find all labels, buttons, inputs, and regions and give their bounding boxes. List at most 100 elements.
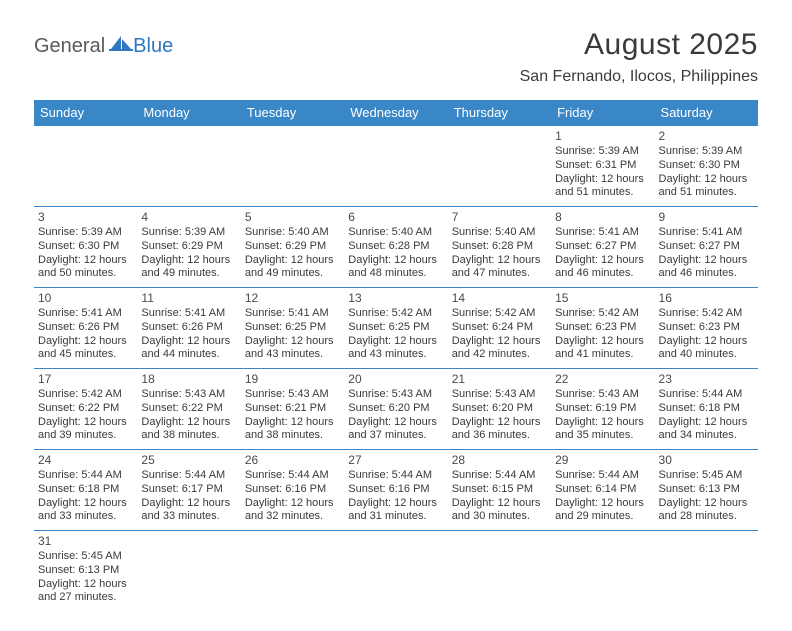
- sunset-line: Sunset: 6:14 PM: [555, 483, 650, 497]
- daylight-line: Daylight: 12 hours and 51 minutes.: [659, 173, 754, 201]
- day-number: 9: [659, 210, 754, 225]
- sunset-line: Sunset: 6:29 PM: [245, 240, 340, 254]
- sunrise-line: Sunrise: 5:45 AM: [659, 469, 754, 483]
- sunset-line: Sunset: 6:31 PM: [555, 159, 650, 173]
- day-cell: [344, 126, 447, 207]
- sunrise-line: Sunrise: 5:44 AM: [659, 388, 754, 402]
- day-cell: 8Sunrise: 5:41 AMSunset: 6:27 PMDaylight…: [551, 207, 654, 288]
- sunrise-line: Sunrise: 5:43 AM: [452, 388, 547, 402]
- daylight-line: Daylight: 12 hours and 41 minutes.: [555, 335, 650, 363]
- daylight-line: Daylight: 12 hours and 38 minutes.: [141, 416, 236, 444]
- day-number: 18: [141, 372, 236, 387]
- day-number: 15: [555, 291, 650, 306]
- sunrise-line: Sunrise: 5:42 AM: [38, 388, 133, 402]
- sunset-line: Sunset: 6:15 PM: [452, 483, 547, 497]
- day-number: 28: [452, 453, 547, 468]
- sunset-line: Sunset: 6:28 PM: [348, 240, 443, 254]
- logo-text-blue: Blue: [133, 35, 173, 58]
- day-number: 20: [348, 372, 443, 387]
- sunrise-line: Sunrise: 5:43 AM: [348, 388, 443, 402]
- day-cell: 4Sunrise: 5:39 AMSunset: 6:29 PMDaylight…: [137, 207, 240, 288]
- sunrise-line: Sunrise: 5:43 AM: [141, 388, 236, 402]
- day-cell: 29Sunrise: 5:44 AMSunset: 6:14 PMDayligh…: [551, 450, 654, 531]
- sunset-line: Sunset: 6:22 PM: [38, 402, 133, 416]
- day-number: 11: [141, 291, 236, 306]
- location: San Fernando, Ilocos, Philippines: [520, 68, 758, 86]
- sunset-line: Sunset: 6:27 PM: [555, 240, 650, 254]
- sunrise-line: Sunrise: 5:42 AM: [348, 307, 443, 321]
- day-cell: 26Sunrise: 5:44 AMSunset: 6:16 PMDayligh…: [241, 450, 344, 531]
- day-cell: 30Sunrise: 5:45 AMSunset: 6:13 PMDayligh…: [655, 450, 758, 531]
- day-number: 2: [659, 129, 754, 144]
- day-cell: [551, 531, 654, 612]
- sunrise-line: Sunrise: 5:43 AM: [555, 388, 650, 402]
- day-cell: 3Sunrise: 5:39 AMSunset: 6:30 PMDaylight…: [34, 207, 137, 288]
- sunset-line: Sunset: 6:26 PM: [38, 321, 133, 335]
- week-row: 17Sunrise: 5:42 AMSunset: 6:22 PMDayligh…: [34, 369, 758, 450]
- daylight-line: Daylight: 12 hours and 51 minutes.: [555, 173, 650, 201]
- day-cell: 22Sunrise: 5:43 AMSunset: 6:19 PMDayligh…: [551, 369, 654, 450]
- sunrise-line: Sunrise: 5:41 AM: [141, 307, 236, 321]
- daylight-line: Daylight: 12 hours and 49 minutes.: [245, 254, 340, 282]
- day-cell: [448, 126, 551, 207]
- day-cell: 9Sunrise: 5:41 AMSunset: 6:27 PMDaylight…: [655, 207, 758, 288]
- day-number: 26: [245, 453, 340, 468]
- day-cell: 21Sunrise: 5:43 AMSunset: 6:20 PMDayligh…: [448, 369, 551, 450]
- daylight-line: Daylight: 12 hours and 44 minutes.: [141, 335, 236, 363]
- week-row: 10Sunrise: 5:41 AMSunset: 6:26 PMDayligh…: [34, 288, 758, 369]
- day-cell: 18Sunrise: 5:43 AMSunset: 6:22 PMDayligh…: [137, 369, 240, 450]
- day-cell: 10Sunrise: 5:41 AMSunset: 6:26 PMDayligh…: [34, 288, 137, 369]
- weekday-header: Wednesday: [344, 100, 447, 126]
- day-cell: 11Sunrise: 5:41 AMSunset: 6:26 PMDayligh…: [137, 288, 240, 369]
- sunset-line: Sunset: 6:22 PM: [141, 402, 236, 416]
- sunset-line: Sunset: 6:18 PM: [38, 483, 133, 497]
- day-cell: 16Sunrise: 5:42 AMSunset: 6:23 PMDayligh…: [655, 288, 758, 369]
- week-row: 24Sunrise: 5:44 AMSunset: 6:18 PMDayligh…: [34, 450, 758, 531]
- logo-text-general: General: [34, 35, 105, 58]
- day-number: 27: [348, 453, 443, 468]
- day-cell: 5Sunrise: 5:40 AMSunset: 6:29 PMDaylight…: [241, 207, 344, 288]
- sunrise-line: Sunrise: 5:40 AM: [348, 226, 443, 240]
- day-cell: 12Sunrise: 5:41 AMSunset: 6:25 PMDayligh…: [241, 288, 344, 369]
- day-number: 1: [555, 129, 650, 144]
- daylight-line: Daylight: 12 hours and 45 minutes.: [38, 335, 133, 363]
- sunset-line: Sunset: 6:16 PM: [348, 483, 443, 497]
- daylight-line: Daylight: 12 hours and 33 minutes.: [141, 497, 236, 525]
- sunrise-line: Sunrise: 5:44 AM: [555, 469, 650, 483]
- sunset-line: Sunset: 6:30 PM: [38, 240, 133, 254]
- daylight-line: Daylight: 12 hours and 38 minutes.: [245, 416, 340, 444]
- daylight-line: Daylight: 12 hours and 34 minutes.: [659, 416, 754, 444]
- day-number: 25: [141, 453, 236, 468]
- sunset-line: Sunset: 6:21 PM: [245, 402, 340, 416]
- day-cell: 19Sunrise: 5:43 AMSunset: 6:21 PMDayligh…: [241, 369, 344, 450]
- header: General Blue August 2025 San Fernando, I…: [34, 28, 758, 86]
- sunset-line: Sunset: 6:23 PM: [659, 321, 754, 335]
- weekday-header: Friday: [551, 100, 654, 126]
- day-number: 7: [452, 210, 547, 225]
- sunset-line: Sunset: 6:13 PM: [38, 564, 133, 578]
- daylight-line: Daylight: 12 hours and 37 minutes.: [348, 416, 443, 444]
- sunrise-line: Sunrise: 5:41 AM: [555, 226, 650, 240]
- day-cell: 20Sunrise: 5:43 AMSunset: 6:20 PMDayligh…: [344, 369, 447, 450]
- day-number: 10: [38, 291, 133, 306]
- daylight-line: Daylight: 12 hours and 33 minutes.: [38, 497, 133, 525]
- day-cell: 6Sunrise: 5:40 AMSunset: 6:28 PMDaylight…: [344, 207, 447, 288]
- day-number: 22: [555, 372, 650, 387]
- sunrise-line: Sunrise: 5:45 AM: [38, 550, 133, 564]
- sunset-line: Sunset: 6:25 PM: [348, 321, 443, 335]
- daylight-line: Daylight: 12 hours and 50 minutes.: [38, 254, 133, 282]
- month-title: August 2025: [520, 28, 758, 62]
- weekday-header-row: Sunday Monday Tuesday Wednesday Thursday…: [34, 100, 758, 126]
- day-cell: 17Sunrise: 5:42 AMSunset: 6:22 PMDayligh…: [34, 369, 137, 450]
- sunset-line: Sunset: 6:24 PM: [452, 321, 547, 335]
- day-cell: [137, 531, 240, 612]
- day-cell: 7Sunrise: 5:40 AMSunset: 6:28 PMDaylight…: [448, 207, 551, 288]
- week-row: 3Sunrise: 5:39 AMSunset: 6:30 PMDaylight…: [34, 207, 758, 288]
- day-cell: 25Sunrise: 5:44 AMSunset: 6:17 PMDayligh…: [137, 450, 240, 531]
- daylight-line: Daylight: 12 hours and 30 minutes.: [452, 497, 547, 525]
- weekday-header: Monday: [137, 100, 240, 126]
- logo: General Blue: [34, 28, 173, 59]
- day-number: 13: [348, 291, 443, 306]
- sunset-line: Sunset: 6:20 PM: [452, 402, 547, 416]
- daylight-line: Daylight: 12 hours and 43 minutes.: [245, 335, 340, 363]
